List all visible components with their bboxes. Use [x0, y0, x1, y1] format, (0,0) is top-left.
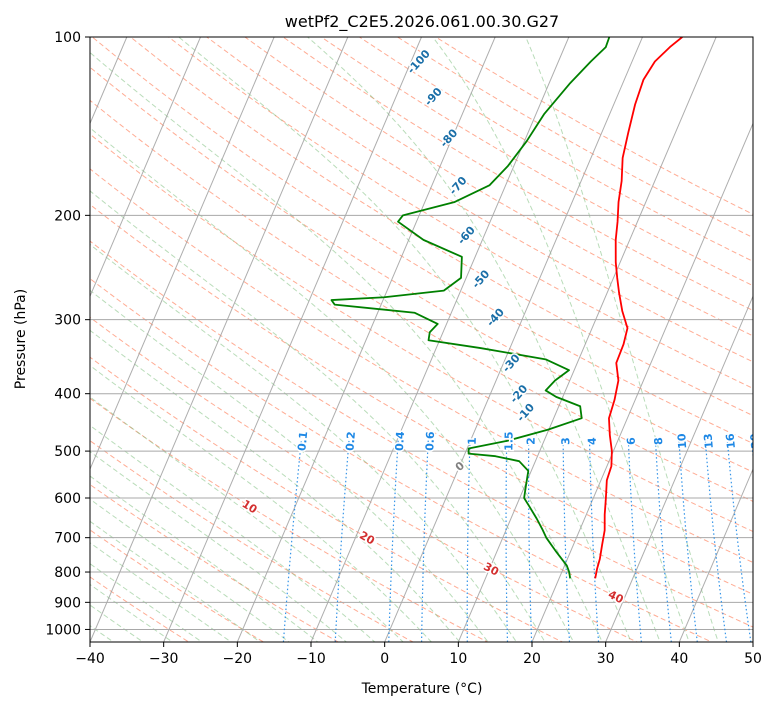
- x-tick-label: 20: [523, 651, 541, 667]
- mixing-ratio-label: 1: [464, 436, 480, 447]
- mixing-ratio-label: 20: [746, 431, 763, 451]
- x-axis-title: Temperature (°C): [361, 681, 483, 697]
- y-tick-label: 800: [54, 565, 81, 581]
- chart-title: wetPf2_C2E5.2026.061.00.30.G27: [285, 12, 559, 32]
- mixing-ratio-label-text: 4: [586, 437, 599, 445]
- y-tick-label: 100: [54, 30, 81, 46]
- mixing-ratio-label-text: 20: [748, 432, 763, 449]
- y-tick-label: 500: [54, 444, 81, 460]
- temperature-profile-line: [594, 37, 683, 579]
- x-tick-label: −10: [296, 651, 326, 667]
- y-tick-label: 900: [54, 595, 81, 611]
- mixing-ratio-label-text: 6: [625, 437, 638, 446]
- mixing-ratio-label-text: 0.4: [393, 431, 407, 452]
- y-tick-label: 600: [54, 491, 81, 507]
- background-lines: [90, 37, 753, 642]
- y-tick-label: 300: [54, 313, 81, 329]
- x-tick-label: 10: [449, 651, 467, 667]
- profiles: [330, 37, 683, 579]
- mixing-ratio-label: 6: [623, 435, 639, 447]
- mixing-ratio-label-text: 1: [466, 437, 479, 445]
- mixing-ratio-label: 16: [722, 431, 739, 451]
- mixing-ratio-label: 0.4: [391, 429, 408, 453]
- dewpoint-profile-line: [330, 37, 611, 579]
- mixing-ratio-label: 2: [523, 436, 539, 447]
- mixing-ratio-label-text: 3: [559, 437, 572, 445]
- x-tick-label: −30: [149, 651, 179, 667]
- x-tick-label: −40: [75, 651, 105, 667]
- x-tick-label: 30: [597, 651, 615, 667]
- mixing-ratio-label-text: 0.1: [295, 431, 310, 452]
- y-tick-label: 700: [54, 531, 81, 547]
- mixing-ratio-label: 0.1: [294, 429, 312, 453]
- mixing-ratio-label: 1.5: [501, 430, 517, 453]
- x-tick-label: −20: [223, 651, 253, 667]
- mixing-ratio-label-text: 0.2: [343, 431, 358, 451]
- mixing-ratio-label-text: 2: [525, 437, 538, 445]
- mixing-ratio-label: 8: [650, 435, 666, 446]
- y-tick-label: 200: [54, 208, 81, 224]
- mixing-ratio-label: 0.2: [342, 429, 360, 452]
- x-tick-label: 50: [744, 651, 762, 667]
- y-axis-title: Pressure (hPa): [13, 289, 29, 389]
- y-tick-label: 400: [54, 387, 81, 403]
- axes: −40 −30 −20 −10 0 10 20 30 40 50 1000 900 800 700 600 5…: [45, 30, 762, 667]
- mixing-ratio-label: 3: [558, 436, 574, 447]
- mixing-ratio-label: 13: [700, 431, 717, 450]
- mixing-ratio-label-text: 8: [652, 437, 665, 445]
- mixing-ratio-label-text: 16: [724, 432, 738, 449]
- mixing-ratio-label-text: 10: [675, 433, 689, 450]
- y-tick-label: 1000: [45, 622, 81, 638]
- mixing-ratio-label-text: 1.5: [502, 431, 515, 451]
- mixing-ratio-label: 10: [674, 431, 691, 451]
- mixing-ratio-label-text: 0.6: [423, 431, 437, 451]
- mixing-ratio-label-text: 13: [702, 433, 716, 449]
- x-tick-label: 40: [670, 651, 688, 667]
- x-tick-label: 0: [380, 651, 389, 667]
- mixing-ratio-label: 0.6: [422, 429, 439, 452]
- mixing-ratio-label: 4: [584, 435, 600, 446]
- plot-frame: [89, 36, 754, 643]
